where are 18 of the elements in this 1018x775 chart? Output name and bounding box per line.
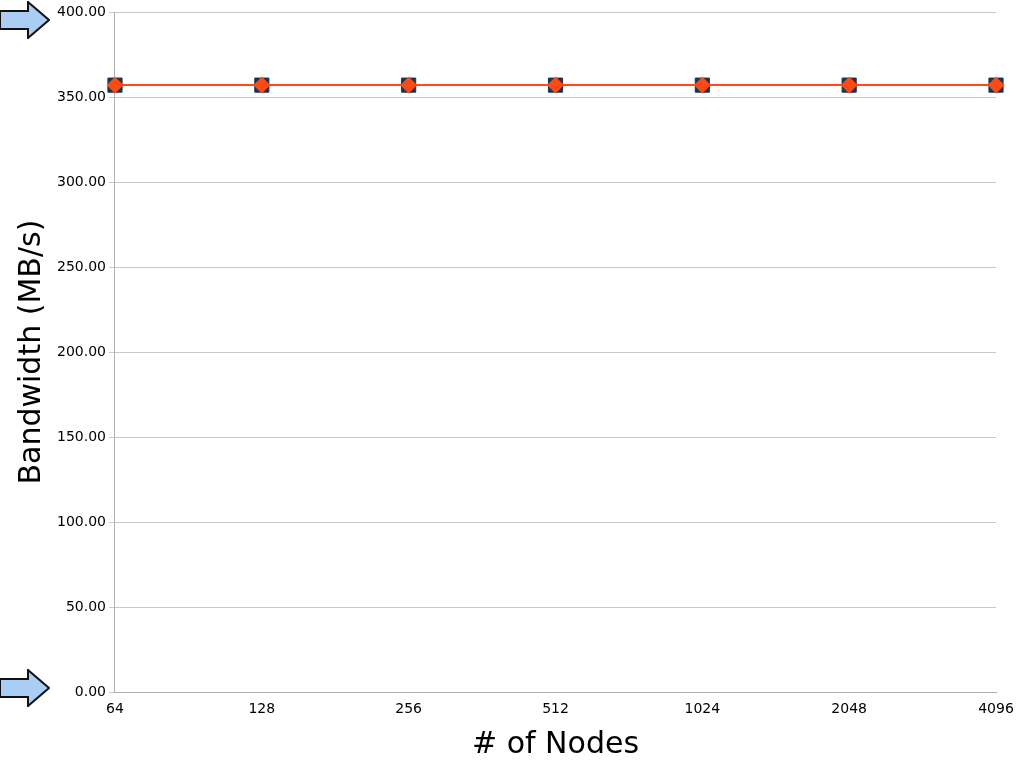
y-tick-label: 350.00 [56, 87, 106, 104]
y-tick-label: 0.00 [74, 682, 106, 699]
y-tick-label: 150.00 [56, 427, 106, 444]
x-tick-label: 4096 [978, 700, 1014, 717]
y-tick-label: 50.00 [65, 597, 106, 614]
y-tick-label: 300.00 [56, 172, 106, 189]
x-tick-label: 256 [395, 700, 423, 717]
y-tick-label: 400.00 [56, 2, 106, 19]
y-tick-label: 200.00 [56, 342, 106, 359]
x-tick-label: 512 [542, 700, 569, 717]
x-tick-label: 128 [248, 700, 276, 717]
x-axis-title: # of Nodes [471, 724, 640, 760]
y-tick-label: 100.00 [56, 512, 106, 529]
y-axis-title: Bandwidth (MB/s) [11, 219, 47, 485]
y-tick-label: 250.00 [56, 257, 106, 274]
x-tick-label: 2048 [831, 700, 867, 717]
x-tick-label: 64 [106, 700, 124, 717]
x-tick-label: 1024 [684, 700, 721, 717]
